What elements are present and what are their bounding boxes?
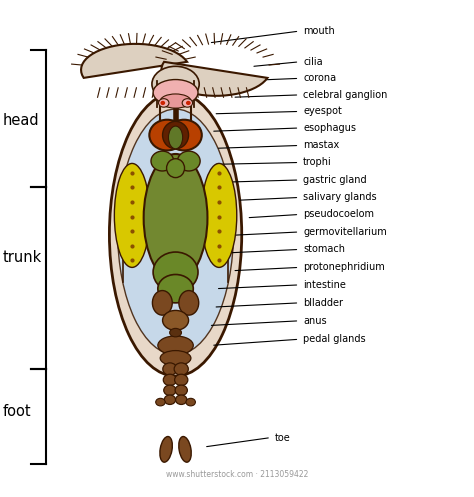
Ellipse shape — [177, 151, 200, 171]
Polygon shape — [81, 44, 187, 78]
Ellipse shape — [186, 398, 195, 406]
Ellipse shape — [174, 374, 188, 386]
Ellipse shape — [166, 120, 202, 151]
Text: protonephridium: protonephridium — [303, 262, 385, 272]
Ellipse shape — [163, 363, 177, 375]
Text: trophi: trophi — [303, 158, 332, 167]
Text: head: head — [3, 113, 40, 128]
Text: cilia: cilia — [303, 57, 323, 67]
Text: salivary glands: salivary glands — [303, 192, 377, 202]
Text: toe: toe — [275, 432, 291, 442]
Ellipse shape — [153, 291, 172, 315]
Ellipse shape — [163, 374, 176, 386]
Text: foot: foot — [3, 404, 32, 419]
Text: mouth: mouth — [303, 26, 335, 36]
Ellipse shape — [170, 329, 182, 337]
Ellipse shape — [175, 395, 187, 405]
Ellipse shape — [164, 395, 175, 405]
Ellipse shape — [166, 159, 184, 177]
Ellipse shape — [158, 99, 169, 107]
Polygon shape — [161, 62, 267, 96]
Text: esophagus: esophagus — [303, 123, 356, 133]
Ellipse shape — [174, 363, 188, 375]
Ellipse shape — [160, 350, 191, 366]
Text: eyespot: eyespot — [303, 106, 342, 116]
Text: mastax: mastax — [303, 141, 339, 151]
Text: pedal glands: pedal glands — [303, 334, 366, 344]
Ellipse shape — [163, 121, 189, 149]
Text: intestine: intestine — [303, 280, 346, 290]
Ellipse shape — [175, 385, 187, 396]
Ellipse shape — [109, 92, 242, 376]
Text: corona: corona — [303, 74, 336, 83]
Ellipse shape — [158, 336, 193, 355]
Ellipse shape — [152, 66, 199, 102]
Ellipse shape — [158, 274, 193, 303]
Text: blladder: blladder — [303, 298, 343, 308]
Ellipse shape — [186, 101, 191, 105]
Ellipse shape — [114, 164, 150, 267]
Text: www.shutterstock.com · 2113059422: www.shutterstock.com · 2113059422 — [166, 470, 308, 479]
Text: anus: anus — [303, 316, 327, 326]
Text: gastric gland: gastric gland — [303, 175, 367, 185]
Ellipse shape — [182, 99, 192, 107]
Text: pseudocoelom: pseudocoelom — [303, 209, 374, 220]
Ellipse shape — [164, 385, 176, 396]
Ellipse shape — [163, 311, 189, 331]
Ellipse shape — [160, 94, 191, 108]
Text: germovitellarium: germovitellarium — [303, 227, 387, 237]
Text: trunk: trunk — [3, 250, 42, 265]
Ellipse shape — [201, 164, 237, 267]
Ellipse shape — [168, 126, 182, 149]
Ellipse shape — [118, 109, 234, 355]
Ellipse shape — [153, 252, 198, 292]
Text: celebral ganglion: celebral ganglion — [303, 90, 388, 100]
Ellipse shape — [179, 291, 199, 315]
Ellipse shape — [153, 80, 198, 105]
Ellipse shape — [160, 101, 165, 105]
Ellipse shape — [147, 149, 204, 182]
Ellipse shape — [151, 151, 173, 171]
Ellipse shape — [149, 120, 185, 151]
Ellipse shape — [160, 436, 173, 462]
Text: stomach: stomach — [303, 245, 345, 254]
Ellipse shape — [156, 398, 165, 406]
Ellipse shape — [144, 154, 208, 282]
Ellipse shape — [179, 436, 191, 462]
